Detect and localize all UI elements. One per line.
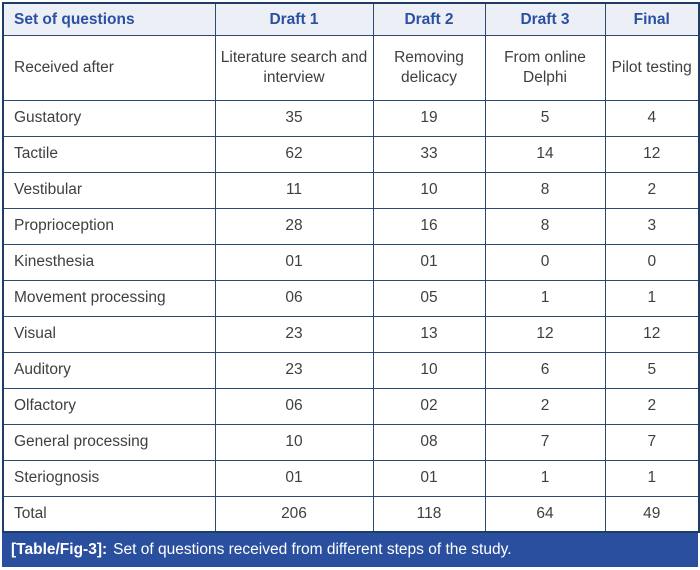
cell-value: 206	[214, 495, 374, 533]
table-row: Visual 23 13 12 12	[2, 315, 700, 353]
subheader-row: Received after Literature search and int…	[2, 34, 700, 101]
table-row: Total 206 118 64 49	[2, 495, 700, 533]
table-row: Steriognosis 01 01 1 1	[2, 459, 700, 497]
cell-value: 1	[484, 459, 606, 497]
cell-value: 01	[214, 243, 374, 281]
cell-value: 12	[604, 135, 700, 173]
cell-value: 12	[604, 315, 700, 353]
cell-value: 5	[604, 351, 700, 389]
cell-value: 64	[484, 495, 606, 533]
cell-value: 4	[604, 99, 700, 137]
row-label: Auditory	[2, 351, 216, 389]
table-row: Movement processing 06 05 1 1	[2, 279, 700, 317]
table-row: Kinesthesia 01 01 0 0	[2, 243, 700, 281]
row-label: Olfactory	[2, 387, 216, 425]
row-label: Gustatory	[2, 99, 216, 137]
cell-value: 62	[214, 135, 374, 173]
cell-value: 7	[604, 423, 700, 461]
cell-value: 01	[372, 459, 486, 497]
cell-value: 10	[214, 423, 374, 461]
row-label: Visual	[2, 315, 216, 353]
caption-text: Set of questions received from different…	[113, 541, 512, 558]
cell-value: 01	[372, 243, 486, 281]
cell-value: 8	[484, 171, 606, 209]
subheader-value: Removing delicacy	[372, 34, 486, 101]
questions-table: Set of questions Draft 1 Draft 2 Draft 3…	[2, 2, 700, 533]
cell-value: 2	[484, 387, 606, 425]
cell-value: 3	[604, 207, 700, 245]
cell-value: 1	[604, 459, 700, 497]
cell-value: 35	[214, 99, 374, 137]
row-label: Proprioception	[2, 207, 216, 245]
cell-value: 05	[372, 279, 486, 317]
row-label: General processing	[2, 423, 216, 461]
cell-value: 7	[484, 423, 606, 461]
table-row: Vestibular 11 10 8 2	[2, 171, 700, 209]
column-header-draft3: Draft 3	[484, 2, 606, 36]
row-label: Kinesthesia	[2, 243, 216, 281]
cell-value: 02	[372, 387, 486, 425]
column-header-draft2: Draft 2	[372, 2, 486, 36]
cell-value: 8	[484, 207, 606, 245]
table-row: General processing 10 08 7 7	[2, 423, 700, 461]
cell-value: 23	[214, 315, 374, 353]
row-label: Movement processing	[2, 279, 216, 317]
subheader-label: Received after	[2, 34, 216, 101]
cell-value: 23	[214, 351, 374, 389]
cell-value: 2	[604, 387, 700, 425]
caption-tag: [Table/Fig-3]:	[11, 541, 108, 558]
cell-value: 6	[484, 351, 606, 389]
subheader-value: Pilot testing	[604, 34, 700, 101]
cell-value: 0	[484, 243, 606, 281]
cell-value: 14	[484, 135, 606, 173]
cell-value: 19	[372, 99, 486, 137]
cell-value: 5	[484, 99, 606, 137]
cell-value: 10	[372, 351, 486, 389]
cell-value: 1	[604, 279, 700, 317]
cell-value: 33	[372, 135, 486, 173]
subheader-value: Literature search and interview	[214, 34, 374, 101]
cell-value: 10	[372, 171, 486, 209]
column-header-set-of-questions: Set of questions	[2, 2, 216, 36]
row-label: Steriognosis	[2, 459, 216, 497]
table-row: Olfactory 06 02 2 2	[2, 387, 700, 425]
table-row: Auditory 23 10 6 5	[2, 351, 700, 389]
cell-value: 28	[214, 207, 374, 245]
cell-value: 49	[604, 495, 700, 533]
row-label: Total	[2, 495, 216, 533]
subheader-value: From online Delphi	[484, 34, 606, 101]
cell-value: 16	[372, 207, 486, 245]
column-header-draft1: Draft 1	[214, 2, 374, 36]
table-row: Gustatory 35 19 5 4	[2, 99, 700, 137]
header-row: Set of questions Draft 1 Draft 2 Draft 3…	[2, 2, 700, 36]
cell-value: 06	[214, 387, 374, 425]
row-label: Tactile	[2, 135, 216, 173]
cell-value: 11	[214, 171, 374, 209]
table-row: Tactile 62 33 14 12	[2, 135, 700, 173]
cell-value: 118	[372, 495, 486, 533]
cell-value: 1	[484, 279, 606, 317]
column-header-final: Final	[604, 2, 700, 36]
cell-value: 01	[214, 459, 374, 497]
cell-value: 13	[372, 315, 486, 353]
cell-value: 08	[372, 423, 486, 461]
table-row: Proprioception 28 16 8 3	[2, 207, 700, 245]
cell-value: 2	[604, 171, 700, 209]
cell-value: 06	[214, 279, 374, 317]
row-label: Vestibular	[2, 171, 216, 209]
caption-bar: [Table/Fig-3]: Set of questions received…	[2, 533, 698, 567]
cell-value: 0	[604, 243, 700, 281]
cell-value: 12	[484, 315, 606, 353]
